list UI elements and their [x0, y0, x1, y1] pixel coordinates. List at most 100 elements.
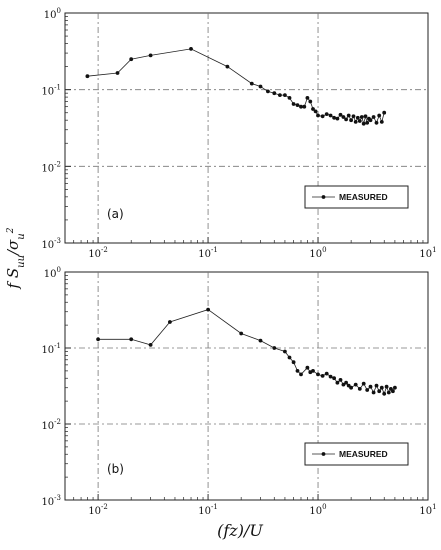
data-point — [287, 355, 292, 360]
data-point — [148, 343, 153, 347]
data-point — [346, 113, 351, 118]
panel-label: (a) — [107, 207, 124, 221]
x-tick-label: 10-1 — [198, 246, 218, 260]
data-point — [311, 369, 315, 373]
data-point — [283, 349, 287, 354]
data-point — [349, 118, 353, 123]
y-tick-label: 100 — [44, 266, 61, 280]
data-point — [129, 337, 134, 342]
x-tick-label: 10-1 — [198, 503, 218, 517]
data-point — [249, 81, 254, 86]
data-point — [357, 387, 362, 391]
data-point — [287, 96, 292, 100]
data-point — [384, 384, 389, 389]
data-point — [291, 102, 296, 106]
data-point — [299, 104, 303, 109]
chart-panel: 10-2 10-1 100 101 100 10-1 10-2 10-3 (b) MEASURED — [41, 266, 436, 517]
data-point — [353, 120, 358, 124]
plot-frame — [64, 271, 429, 501]
legend-label: MEASURED — [339, 449, 388, 459]
plot-frame — [64, 12, 429, 244]
data-point — [320, 374, 325, 378]
data-point — [363, 114, 368, 119]
data-point — [335, 116, 340, 121]
data-point — [272, 91, 277, 96]
data-point — [272, 346, 277, 350]
x-axis-title: (fz)/U — [217, 521, 263, 540]
data-point — [371, 390, 376, 395]
x-tick-label: 101 — [419, 503, 436, 517]
data-point — [258, 338, 263, 343]
data-point — [115, 71, 120, 75]
legend-marker — [321, 452, 326, 456]
data-point — [313, 109, 318, 114]
data-point — [379, 120, 384, 124]
data-point — [328, 374, 333, 379]
data-point — [302, 104, 307, 109]
x-tick-label: 10-2 — [88, 246, 108, 260]
data-point — [355, 115, 360, 120]
series-line — [98, 309, 396, 395]
data-point — [361, 121, 366, 126]
y-axis-title: f Suu/σu2 — [4, 227, 27, 289]
chart-panel: 10-2 10-1 100 101 100 10-1 10-2 10-3 (a) MEASURED — [41, 7, 436, 260]
data-point — [374, 383, 379, 388]
data-point — [357, 119, 362, 123]
data-point — [316, 113, 320, 118]
data-point — [368, 384, 373, 389]
data-point — [391, 389, 395, 394]
data-point — [291, 360, 296, 365]
data-point — [382, 110, 387, 115]
data-point — [168, 320, 172, 324]
y-tick-label: 10-1 — [41, 342, 61, 356]
data-point — [368, 118, 373, 123]
data-point — [320, 114, 325, 119]
data-point — [332, 115, 336, 120]
data-point — [305, 96, 310, 100]
data-point — [206, 307, 211, 312]
data-point — [278, 93, 282, 97]
data-point — [335, 380, 340, 385]
y-tick-label: 10-3 — [41, 237, 61, 251]
data-point — [311, 107, 315, 111]
y-tick-label: 100 — [44, 7, 61, 21]
data-point — [324, 371, 329, 376]
data-point — [341, 115, 346, 119]
x-tick-label: 100 — [309, 503, 326, 517]
data-point — [316, 372, 320, 377]
data-point — [349, 385, 353, 390]
data-point — [353, 382, 358, 387]
data-point — [361, 381, 366, 386]
data-point — [374, 120, 379, 125]
data-point — [377, 389, 382, 394]
data-point — [344, 380, 348, 385]
data-point — [328, 113, 333, 118]
y-tick-label: 10-3 — [41, 494, 61, 508]
data-point — [344, 117, 348, 122]
y-tick-label: 10-2 — [41, 418, 61, 432]
x-tick-label: 10-2 — [88, 503, 108, 517]
data-point — [351, 114, 356, 119]
y-tick-label: 10-1 — [41, 84, 61, 98]
data-point — [189, 47, 193, 51]
x-tick-label: 101 — [419, 246, 436, 260]
data-point — [85, 74, 90, 79]
data-point — [365, 120, 370, 125]
legend-label: MEASURED — [339, 192, 388, 202]
data-point — [96, 337, 100, 342]
data-point — [386, 390, 391, 395]
data-point — [308, 99, 313, 104]
data-point — [371, 115, 376, 119]
data-point — [295, 103, 300, 107]
data-point — [338, 112, 343, 117]
data-point — [266, 89, 270, 94]
data-point — [239, 331, 244, 336]
data-point — [379, 385, 384, 390]
data-point — [258, 84, 263, 89]
data-point — [393, 385, 397, 390]
data-point — [295, 369, 300, 373]
legend-box — [304, 185, 409, 209]
data-point — [148, 53, 153, 58]
data-point — [225, 64, 230, 69]
